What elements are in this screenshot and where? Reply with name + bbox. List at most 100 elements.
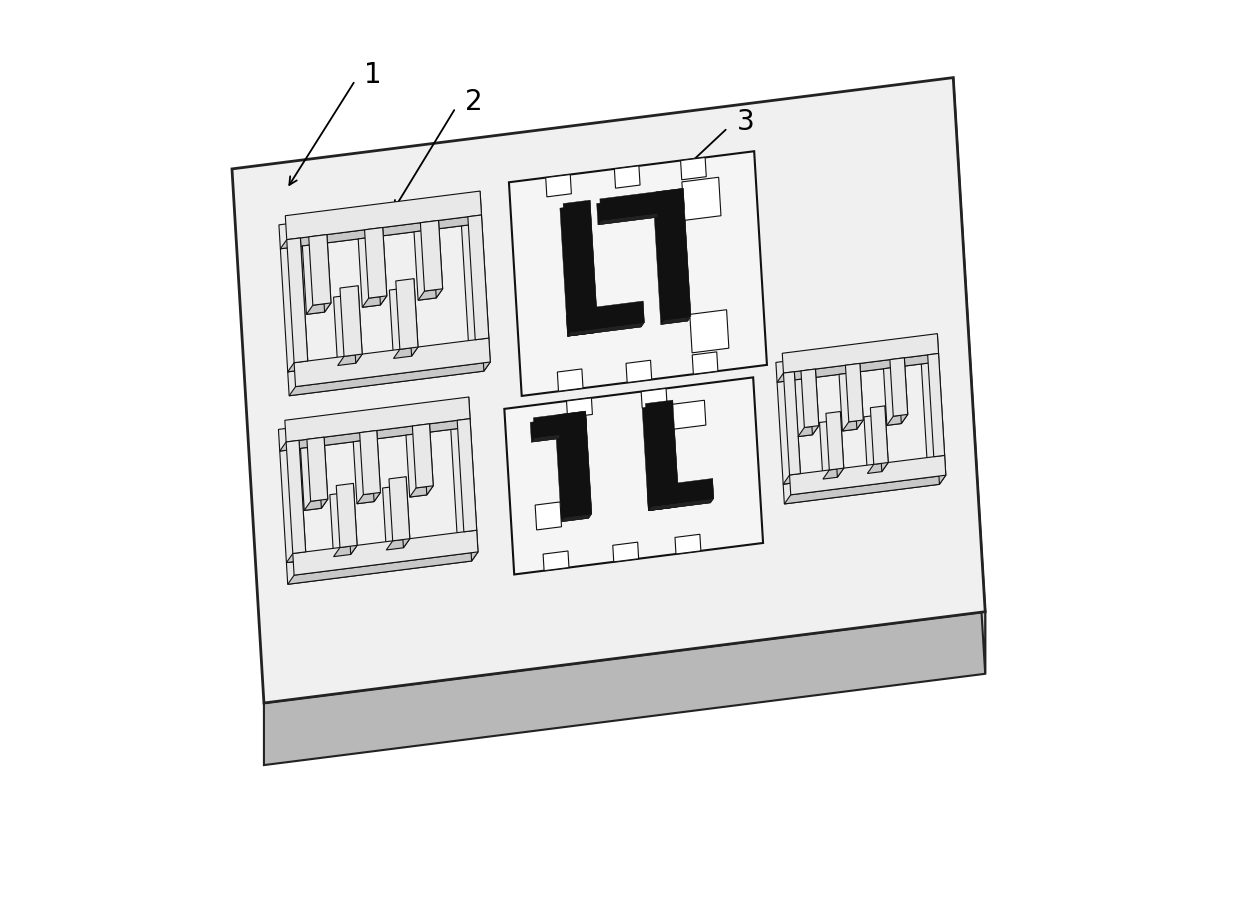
Polygon shape (294, 338, 490, 386)
Polygon shape (568, 329, 598, 336)
Polygon shape (308, 437, 327, 501)
Polygon shape (533, 411, 587, 437)
Text: 2: 2 (465, 89, 482, 116)
Polygon shape (681, 157, 707, 180)
Polygon shape (546, 174, 572, 197)
Polygon shape (600, 188, 684, 220)
Polygon shape (280, 215, 481, 248)
Polygon shape (867, 463, 888, 474)
Polygon shape (405, 433, 427, 497)
Polygon shape (337, 354, 362, 365)
Polygon shape (317, 437, 327, 509)
Polygon shape (334, 295, 356, 365)
Polygon shape (583, 411, 587, 436)
Polygon shape (641, 388, 667, 408)
Polygon shape (413, 424, 433, 488)
Polygon shape (820, 421, 837, 479)
Polygon shape (931, 333, 939, 362)
Polygon shape (414, 229, 436, 300)
Polygon shape (939, 456, 946, 484)
Polygon shape (692, 352, 718, 374)
Polygon shape (409, 486, 433, 497)
Polygon shape (433, 220, 443, 298)
Polygon shape (340, 286, 362, 356)
Polygon shape (682, 177, 720, 220)
Polygon shape (232, 78, 986, 703)
Polygon shape (508, 152, 768, 396)
Polygon shape (790, 456, 946, 495)
Polygon shape (543, 551, 569, 571)
Polygon shape (358, 236, 381, 308)
Polygon shape (347, 483, 357, 554)
Polygon shape (285, 191, 481, 239)
Polygon shape (647, 483, 711, 510)
Polygon shape (776, 342, 932, 383)
Polygon shape (558, 411, 591, 518)
Polygon shape (286, 440, 306, 553)
Polygon shape (280, 419, 470, 451)
Polygon shape (304, 499, 327, 510)
Polygon shape (823, 468, 843, 479)
Polygon shape (362, 296, 387, 308)
Polygon shape (839, 373, 857, 431)
Polygon shape (556, 415, 589, 522)
Polygon shape (928, 456, 945, 466)
Polygon shape (353, 440, 374, 504)
Polygon shape (890, 358, 908, 416)
Polygon shape (846, 363, 863, 422)
Polygon shape (557, 369, 583, 392)
Polygon shape (826, 412, 843, 470)
Polygon shape (898, 358, 908, 424)
Polygon shape (289, 362, 490, 395)
Polygon shape (458, 530, 476, 541)
Polygon shape (286, 540, 471, 584)
Polygon shape (928, 353, 945, 456)
Polygon shape (371, 431, 381, 501)
Polygon shape (801, 369, 818, 427)
Polygon shape (396, 278, 418, 350)
Polygon shape (531, 415, 584, 442)
Polygon shape (461, 224, 482, 349)
Polygon shape (784, 372, 800, 475)
Polygon shape (782, 333, 939, 373)
Polygon shape (294, 238, 308, 370)
Polygon shape (389, 477, 409, 540)
Polygon shape (954, 78, 986, 674)
Polygon shape (670, 400, 678, 508)
Polygon shape (469, 338, 489, 349)
Polygon shape (505, 377, 763, 574)
Polygon shape (303, 244, 325, 314)
Polygon shape (784, 474, 800, 484)
Polygon shape (562, 514, 591, 522)
Polygon shape (864, 415, 882, 474)
Polygon shape (352, 286, 362, 363)
Polygon shape (399, 477, 409, 548)
Polygon shape (336, 483, 357, 548)
Polygon shape (598, 210, 684, 225)
Polygon shape (785, 475, 946, 504)
Polygon shape (285, 397, 470, 442)
Polygon shape (408, 278, 418, 356)
Polygon shape (649, 498, 714, 510)
Polygon shape (689, 310, 729, 352)
Polygon shape (649, 503, 678, 510)
Polygon shape (293, 530, 479, 575)
Polygon shape (587, 200, 598, 333)
Polygon shape (532, 431, 587, 442)
Polygon shape (293, 440, 306, 561)
Polygon shape (536, 502, 562, 530)
Polygon shape (614, 166, 640, 188)
Polygon shape (288, 347, 484, 395)
Polygon shape (884, 367, 901, 425)
Polygon shape (383, 486, 403, 550)
Polygon shape (932, 353, 945, 465)
Polygon shape (360, 431, 381, 495)
Polygon shape (320, 235, 331, 312)
Polygon shape (264, 612, 986, 765)
Polygon shape (870, 406, 888, 465)
Polygon shape (393, 347, 418, 359)
Polygon shape (853, 363, 863, 429)
Polygon shape (887, 415, 908, 425)
Polygon shape (280, 247, 301, 372)
Polygon shape (626, 361, 652, 383)
